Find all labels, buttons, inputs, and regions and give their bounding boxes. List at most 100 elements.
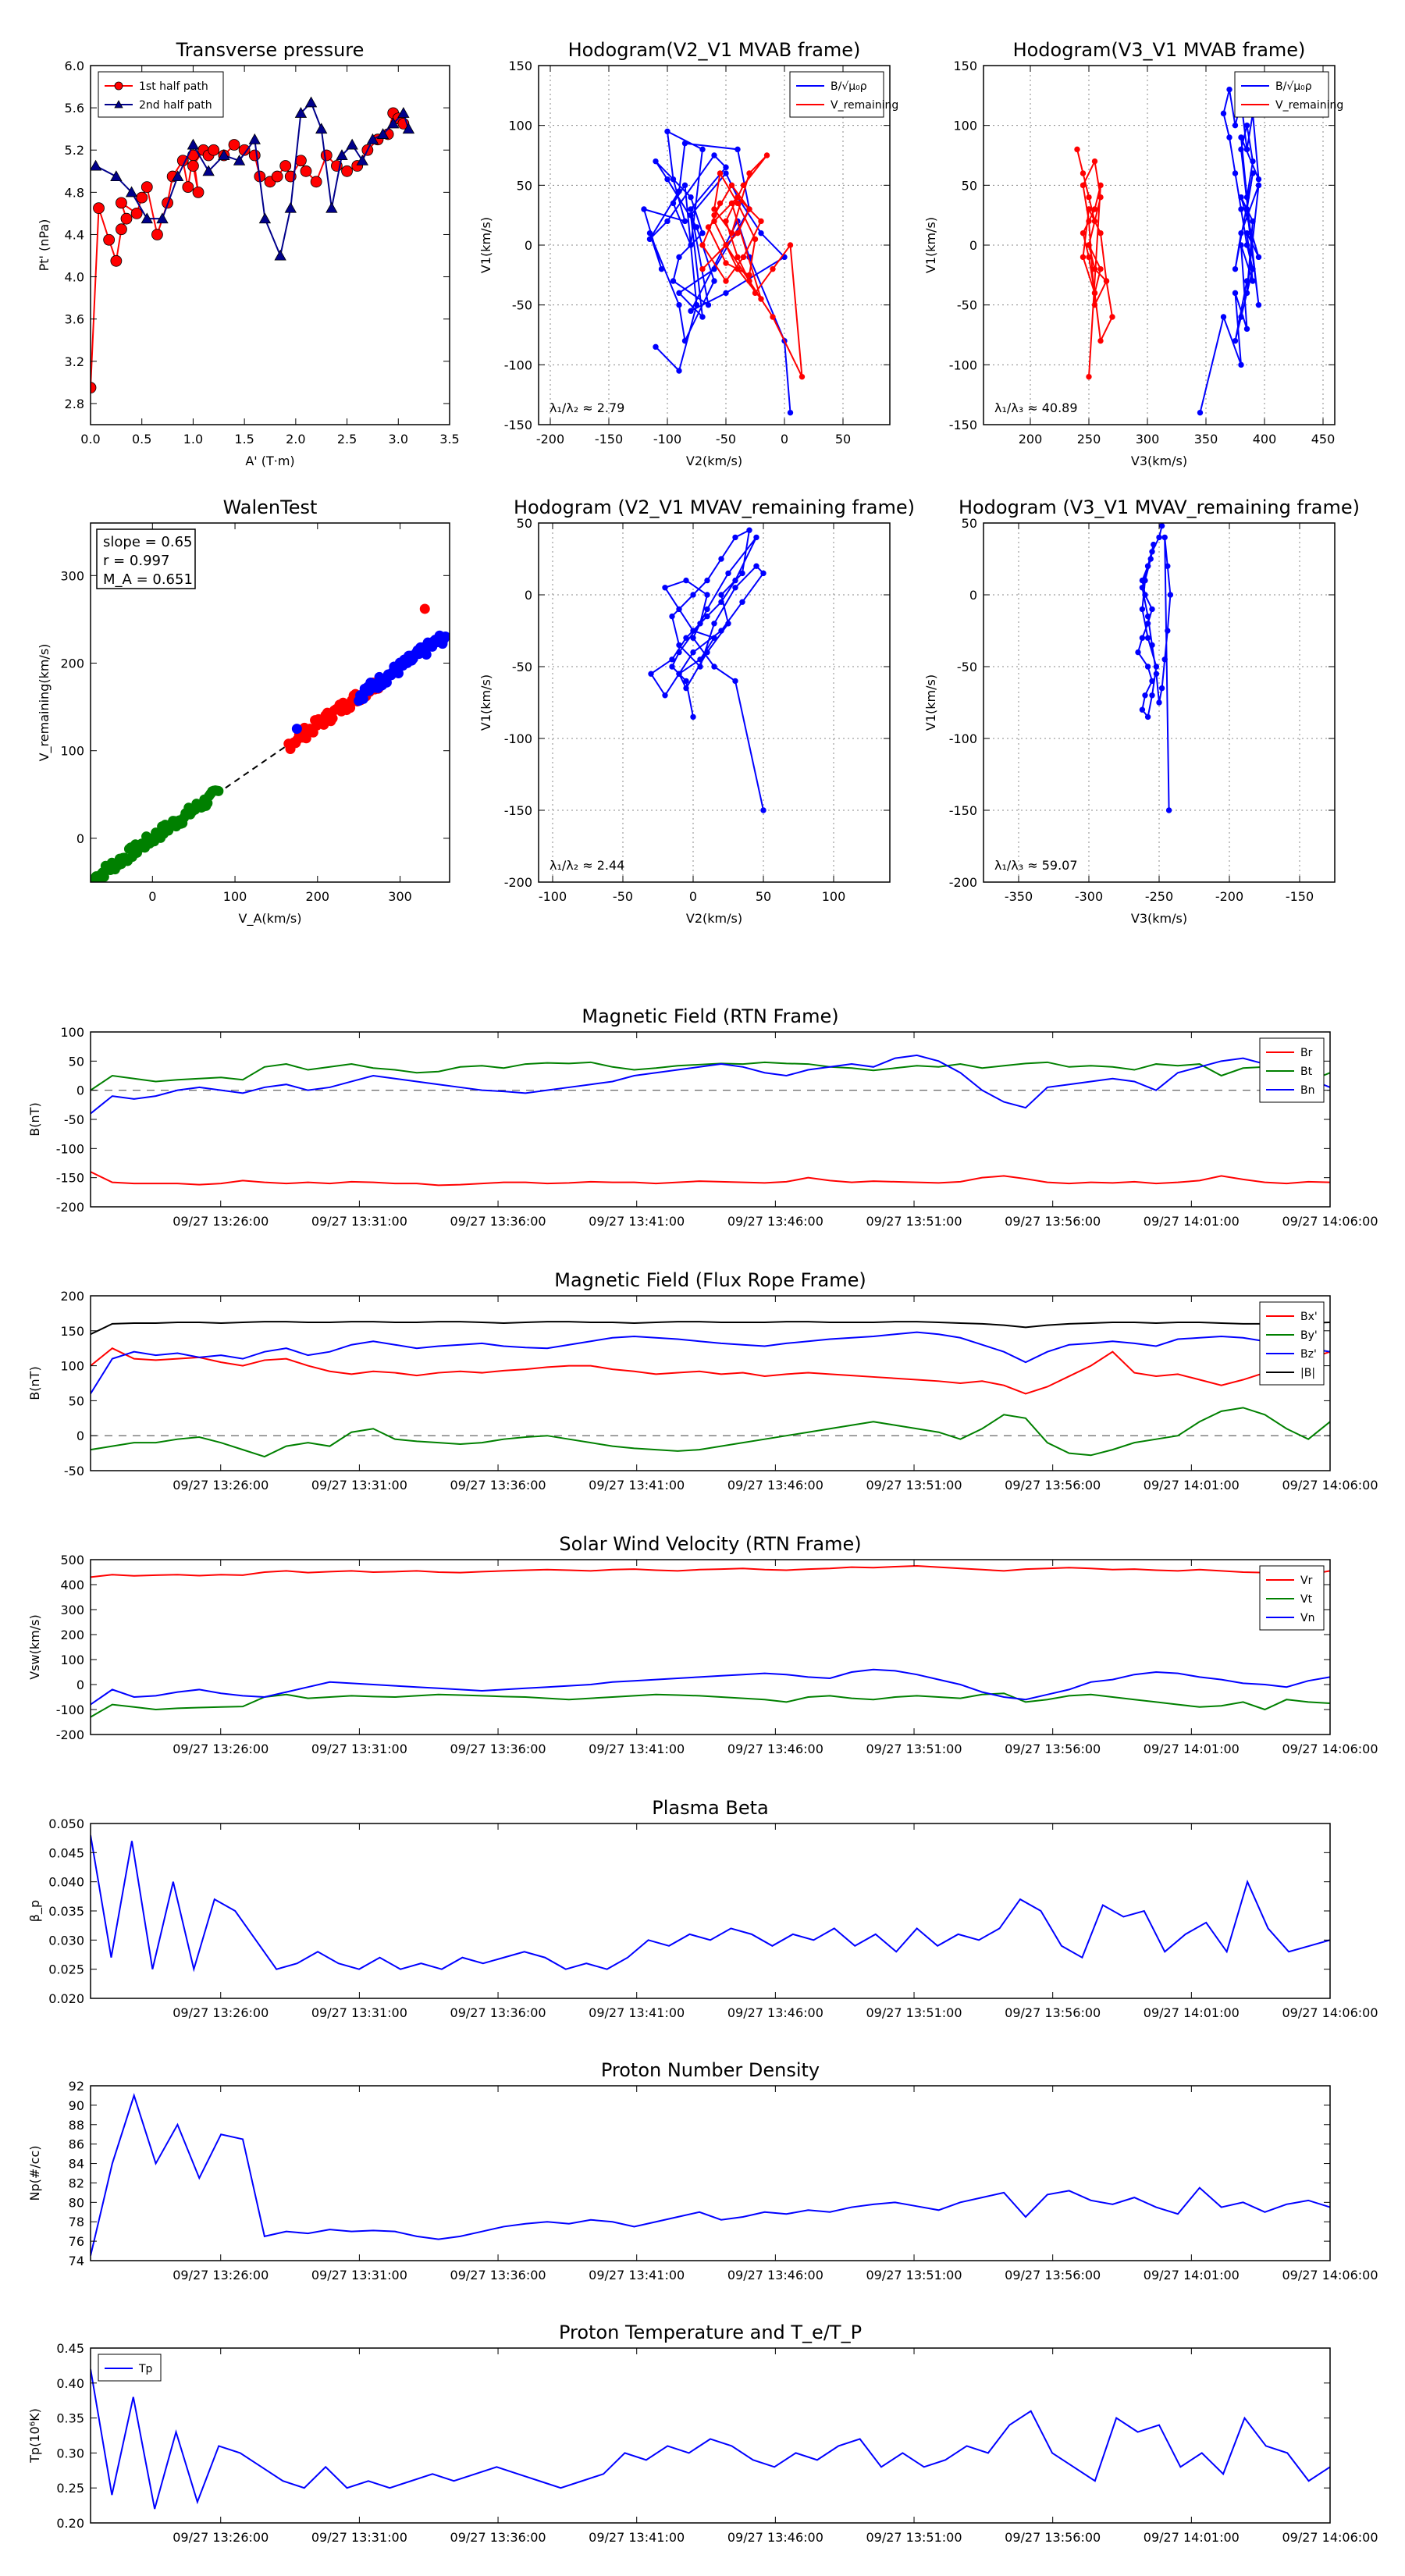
y-tick-label: 0 bbox=[969, 588, 977, 603]
data-point bbox=[1080, 229, 1087, 237]
panel-mag_fr: -50 0 50 100 150 200 Magnetic Field (Flux Rope… bbox=[27, 1269, 1378, 1493]
data-point bbox=[1238, 134, 1244, 141]
y-axis-label: V1(km/s) bbox=[923, 674, 938, 731]
x-tick-label: 09/27 13:31:00 bbox=[311, 1214, 407, 1229]
x-tick-label: 09/27 14:01:00 bbox=[1144, 1478, 1240, 1493]
y-tick-label: 0 bbox=[76, 831, 84, 846]
x-tick-label: 0 bbox=[689, 889, 697, 904]
y-axis-label: Tp(10⁶K) bbox=[27, 2408, 42, 2464]
y-tick-label: 4.0 bbox=[65, 270, 84, 285]
x-tick-label: 09/27 13:26:00 bbox=[173, 1742, 269, 1756]
data-point bbox=[1151, 541, 1157, 548]
data-point bbox=[1149, 692, 1155, 699]
data-point bbox=[746, 272, 752, 279]
eigenvalue-ratio: λ₁/λ₂ ≈ 2.44 bbox=[550, 858, 624, 873]
data-point bbox=[93, 202, 105, 215]
y-tick-label: 2.8 bbox=[65, 397, 84, 411]
data-point bbox=[732, 585, 738, 591]
chart-title: Proton Number Density bbox=[601, 2059, 820, 2081]
data-point bbox=[1250, 278, 1256, 284]
data-point bbox=[248, 149, 261, 162]
data-point bbox=[699, 242, 706, 248]
series-line bbox=[1199, 89, 1260, 413]
y-tick-label: 84 bbox=[69, 2157, 84, 2172]
x-tick-label: 09/27 14:06:00 bbox=[1282, 1478, 1378, 1493]
data-point bbox=[648, 671, 654, 677]
y-tick-label: 90 bbox=[69, 2098, 84, 2113]
data-point bbox=[699, 314, 706, 320]
x-axis-label: A' (T·m) bbox=[245, 454, 294, 468]
x-tick-label: 09/27 13:36:00 bbox=[450, 1214, 546, 1229]
data-point bbox=[711, 621, 717, 627]
data-point bbox=[116, 197, 127, 209]
data-point bbox=[735, 229, 741, 237]
y-tick-label: -100 bbox=[56, 1703, 84, 1717]
y-tick-label: 50 bbox=[962, 178, 977, 193]
data-point bbox=[669, 664, 675, 670]
series-line bbox=[91, 1321, 1330, 1336]
data-point bbox=[676, 606, 682, 613]
data-point bbox=[732, 678, 738, 685]
data-point bbox=[1097, 194, 1104, 201]
x-tick-label: -50 bbox=[716, 432, 736, 447]
legend-label: Bz' bbox=[1300, 1348, 1317, 1361]
data-point bbox=[770, 265, 776, 272]
eigenvalue-ratio: λ₁/λ₃ ≈ 40.89 bbox=[994, 400, 1078, 415]
y-tick-label: 0 bbox=[76, 1083, 84, 1098]
y-tick-label: 100 bbox=[60, 1653, 84, 1667]
y-tick-label: -50 bbox=[512, 298, 532, 313]
data-point bbox=[1226, 86, 1232, 93]
data-point bbox=[735, 254, 741, 261]
y-tick-label: 0.40 bbox=[56, 2376, 84, 2391]
data-point bbox=[1232, 265, 1239, 272]
data-point bbox=[187, 160, 199, 172]
x-tick-label: 09/27 13:51:00 bbox=[866, 1742, 962, 1756]
y-tick-label: 5.2 bbox=[65, 143, 84, 158]
legend-label: Tp bbox=[138, 2363, 153, 2375]
data-point bbox=[114, 100, 123, 109]
data-point bbox=[1147, 556, 1154, 562]
data-point bbox=[1091, 265, 1098, 272]
data-point bbox=[284, 201, 297, 213]
panel-h4: -350 -300 -250 -200 -150 -200 -150 -100 -50 0 50Ho… bbox=[923, 496, 1360, 926]
data-point bbox=[740, 182, 747, 189]
x-tick-label: 09/27 13:26:00 bbox=[173, 1214, 269, 1229]
x-tick-label: -200 bbox=[536, 432, 564, 447]
data-point bbox=[218, 149, 230, 161]
data-point bbox=[1255, 301, 1262, 308]
data-point bbox=[705, 301, 712, 308]
data-point bbox=[1097, 337, 1104, 344]
legend-label: Br bbox=[1300, 1047, 1313, 1059]
data-point bbox=[718, 628, 724, 634]
plot-area bbox=[91, 2368, 1330, 2510]
data-point bbox=[1165, 807, 1172, 813]
data-point bbox=[136, 191, 148, 204]
legend-label: V_remaining bbox=[831, 99, 898, 112]
y-tick-label: -200 bbox=[949, 875, 977, 890]
data-point bbox=[1086, 218, 1092, 225]
chart-title: Solar Wind Velocity (RTN Frame) bbox=[559, 1533, 861, 1555]
x-tick-label: 50 bbox=[835, 432, 851, 447]
y-tick-label: 3.6 bbox=[65, 312, 84, 327]
x-tick-label: 09/27 13:56:00 bbox=[1005, 2530, 1101, 2545]
x-tick-label: 0 bbox=[148, 889, 156, 904]
data-point bbox=[683, 577, 689, 584]
x-tick-label: 09/27 13:41:00 bbox=[589, 2005, 685, 2020]
x-tick-label: 300 bbox=[388, 889, 412, 904]
data-point bbox=[681, 140, 688, 147]
y-tick-label: 0.050 bbox=[48, 1816, 84, 1831]
data-point bbox=[717, 170, 724, 176]
data-point bbox=[1238, 314, 1244, 320]
legend-label: 2nd half path bbox=[139, 99, 212, 112]
chart-title: Hodogram(V2_V1 MVAB frame) bbox=[568, 39, 861, 61]
data-point bbox=[156, 212, 169, 224]
y-axis-label: V1(km/s) bbox=[478, 674, 493, 731]
data-point bbox=[723, 278, 729, 284]
data-point bbox=[1149, 606, 1155, 613]
legend-label: 1st half path bbox=[139, 80, 208, 93]
data-point bbox=[1097, 182, 1104, 189]
x-tick-label: -350 bbox=[1005, 889, 1033, 904]
data-point bbox=[758, 218, 764, 225]
data-point bbox=[681, 218, 688, 225]
x-tick-label: 0.0 bbox=[80, 432, 100, 447]
